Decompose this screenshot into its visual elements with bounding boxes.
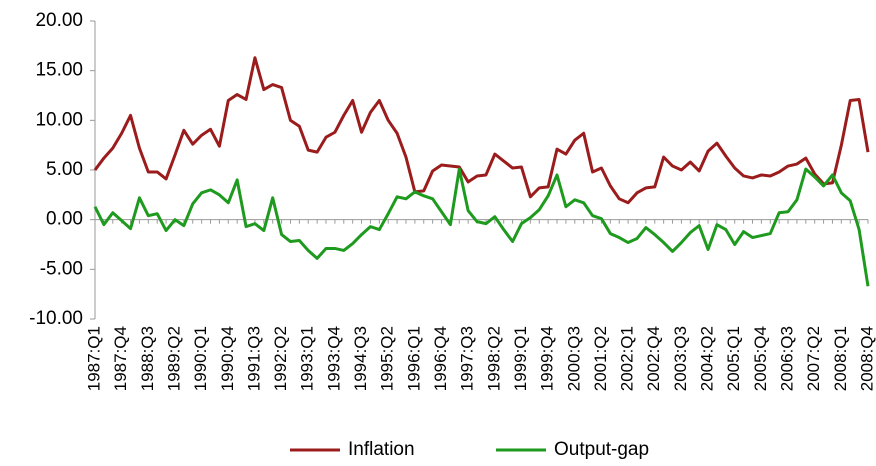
x-tick-label: 1987:Q4	[111, 326, 130, 391]
x-tick-label: 1993:Q1	[298, 326, 317, 391]
x-tick-label: 2002:Q4	[644, 326, 663, 391]
x-tick-label: 1989:Q2	[164, 326, 183, 391]
x-tick-label: 1993:Q4	[324, 326, 343, 391]
x-tick-label: 1992:Q2	[271, 326, 290, 391]
x-tick-label: 2008:Q1	[831, 326, 850, 391]
x-tick-label: 1999:Q4	[538, 326, 557, 391]
x-tick-label: 1999:Q1	[511, 326, 530, 391]
x-tick-label: 1987:Q1	[84, 326, 103, 391]
x-tick-label: 1998:Q2	[484, 326, 503, 391]
series-line	[93, 167, 870, 287]
x-tick-label: 1990:Q4	[218, 326, 237, 391]
legend-label: Inflation	[348, 439, 415, 460]
x-tick-label: 1997:Q3	[458, 326, 477, 391]
x-tick-label: 1994:Q3	[351, 326, 370, 391]
y-tick-label: 10.00	[35, 109, 83, 130]
x-tick-label: 2000:Q3	[564, 326, 583, 391]
x-tick-label: 1995:Q2	[378, 326, 397, 391]
x-tick-label: 2006:Q3	[778, 326, 797, 391]
x-tick-label: 2008:Q4	[857, 326, 876, 391]
y-tick-label: -5.00	[40, 258, 83, 279]
y-tick-label: 15.00	[35, 60, 83, 81]
x-tick-label: 2005:Q1	[724, 326, 743, 391]
y-tick-label: -10.00	[29, 308, 83, 329]
x-tick-label: 2007:Q2	[804, 326, 823, 391]
x-tick-label: 2005:Q4	[751, 326, 770, 391]
x-tick-label: 2001:Q2	[591, 326, 610, 391]
x-tick-label: 2002:Q1	[618, 326, 637, 391]
series-line	[93, 56, 870, 205]
x-tick-label: 1990:Q1	[191, 326, 210, 391]
y-tick-label: 0.00	[46, 209, 83, 230]
x-tick-label: 2003:Q3	[671, 326, 690, 391]
y-tick-label: 20.00	[35, 10, 83, 31]
x-tick-label: 2004:Q2	[698, 326, 717, 391]
x-tick-label: 1991:Q3	[244, 326, 263, 391]
y-tick-label: 5.00	[46, 159, 83, 180]
x-tick-label: 1988:Q3	[138, 326, 157, 391]
legend-label: Output-gap	[554, 439, 649, 460]
x-tick-label: 1996:Q4	[431, 326, 450, 391]
x-tick-label: 1996:Q1	[404, 326, 423, 391]
